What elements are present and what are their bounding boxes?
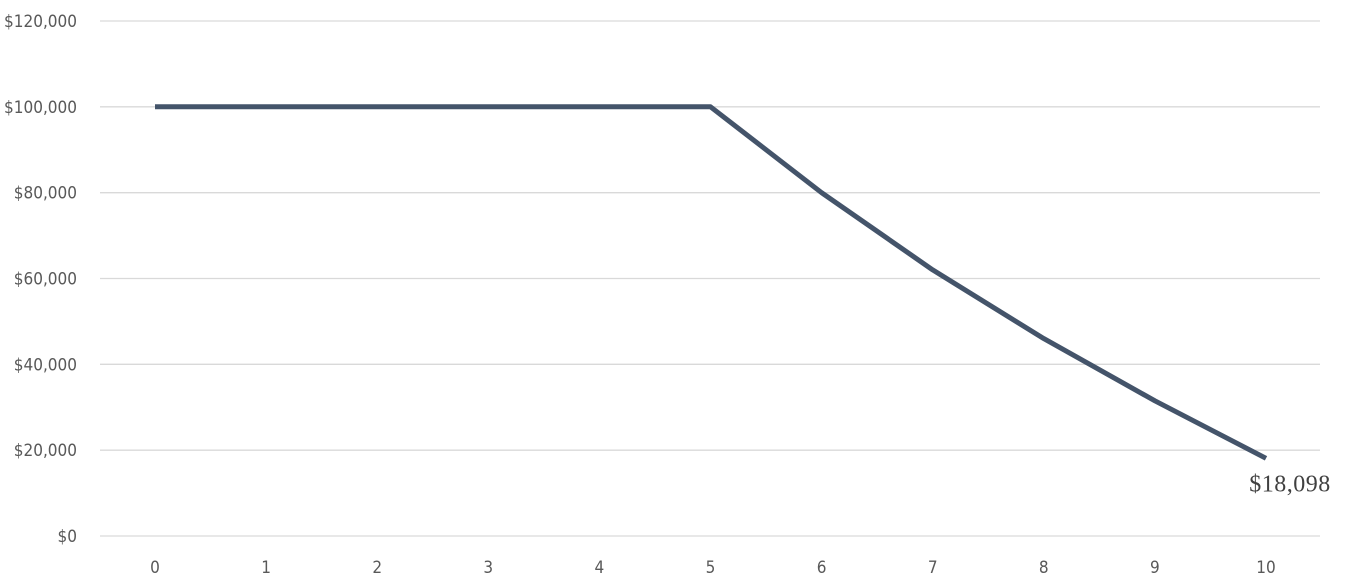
x-tick-label: 9 [1150, 558, 1160, 577]
x-axis-tick-labels: 0 1 2 3 4 5 6 7 8 9 10 [150, 558, 1276, 577]
data-label: $18,098 [1249, 471, 1331, 497]
x-tick-label: 4 [595, 558, 605, 577]
x-tick-label: 0 [150, 558, 160, 577]
data-labels: $18,098 [1249, 471, 1331, 497]
y-tick-label: $60,000 [14, 270, 77, 290]
x-tick-label: 5 [706, 558, 716, 577]
x-tick-label: 1 [261, 558, 271, 577]
y-tick-label: $0 [58, 527, 77, 547]
series-line [155, 104, 1268, 461]
series-lines [155, 104, 1268, 461]
y-tick-label: $80,000 [14, 184, 77, 204]
y-tick-label: $20,000 [14, 441, 77, 461]
x-tick-label: 7 [928, 558, 938, 577]
gridlines [100, 20, 1320, 537]
x-tick-label: 3 [483, 558, 493, 577]
y-tick-label: $40,000 [14, 355, 77, 375]
x-tick-label: 6 [817, 558, 827, 577]
x-tick-label: 2 [372, 558, 382, 577]
y-axis-tick-labels: $0 $20,000 $40,000 $60,000 $80,000 $100,000 $1… [4, 12, 77, 547]
y-tick-label: $120,000 [4, 12, 77, 32]
y-tick-label: $100,000 [4, 98, 77, 118]
x-tick-label: 10 [1256, 558, 1275, 577]
x-tick-label: 8 [1039, 558, 1049, 577]
